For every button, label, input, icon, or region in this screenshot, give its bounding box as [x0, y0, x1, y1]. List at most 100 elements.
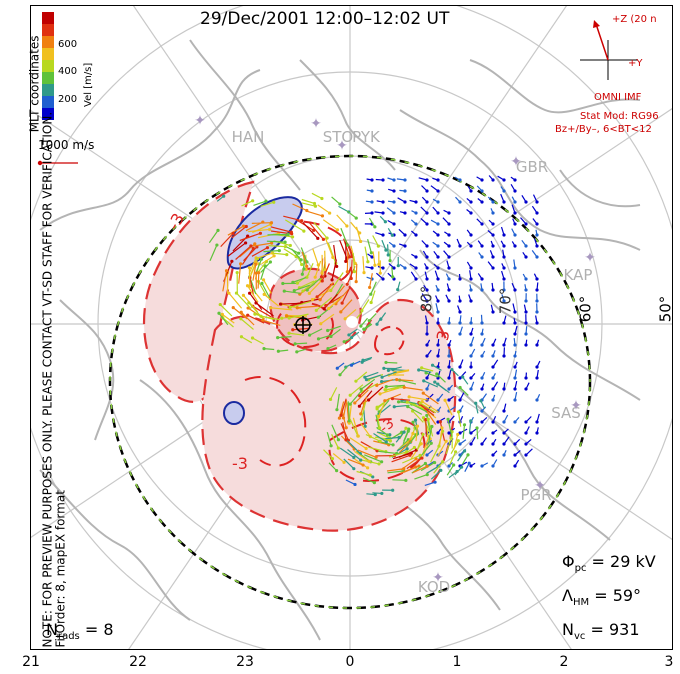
velocity-dot [235, 270, 239, 275]
velocity-dot [342, 460, 346, 464]
velocity-dot [216, 228, 220, 232]
velocity-dot [241, 293, 246, 297]
velocity-vector [263, 293, 279, 307]
colorbar-swatch [42, 60, 54, 72]
velocity-vector [436, 373, 446, 383]
velocity-dot [513, 442, 517, 446]
velocity-vector [448, 470, 458, 479]
velocity-dot [430, 424, 434, 429]
velocity-dot [362, 271, 366, 275]
velocity-vector [263, 348, 275, 351]
velocity-dot [238, 262, 243, 266]
velocity-dot [370, 200, 374, 204]
velocity-vector [395, 431, 405, 443]
velocity-dot [513, 453, 517, 457]
velocity-dot [336, 446, 340, 450]
velocity-vector [427, 426, 433, 445]
velocity-dot [535, 321, 539, 325]
colorbar-tick-600: 600 [58, 39, 77, 50]
velocity-dot [392, 178, 396, 182]
velocity-vector [373, 432, 387, 443]
velocity-vector [370, 281, 377, 295]
velocity-vector [475, 403, 479, 414]
velocity-dot [308, 333, 312, 337]
velocity-dot [330, 278, 334, 282]
velocity-vector [349, 437, 367, 450]
velocity-dot [322, 307, 326, 311]
velocity-dot [469, 365, 473, 369]
velocity-dot [241, 224, 246, 228]
velocity-dot [452, 463, 456, 467]
velocity-dot [502, 453, 506, 457]
velocity-vector [349, 390, 363, 405]
velocity-dot [535, 288, 539, 292]
velocity-vector [375, 414, 380, 429]
velocity-dot [381, 266, 385, 270]
velocity-vector [437, 383, 450, 394]
velocity-dot [403, 211, 407, 215]
velocity-vector [323, 449, 333, 460]
velocity-vector [327, 325, 341, 332]
velocity-vector [301, 251, 308, 267]
velocity-dot [425, 413, 429, 418]
velocity-dot [352, 455, 356, 460]
velocity-dot [347, 421, 351, 425]
velocity-dot [458, 385, 462, 390]
velocity-dot [447, 376, 451, 380]
velocity-vector [392, 479, 406, 481]
velocity-vector [360, 422, 371, 437]
velocity-dot [513, 398, 517, 402]
velocity-dot [439, 468, 443, 472]
velocity-dot [469, 266, 473, 270]
velocity-vector [324, 250, 327, 270]
velocity-dot [264, 199, 268, 203]
velocity-dot [524, 310, 528, 314]
velocity-vector [324, 237, 334, 258]
velocity-dot [251, 199, 255, 203]
velocity-vector [368, 446, 387, 453]
velocity-dot [354, 379, 358, 383]
velocity-dot [469, 354, 473, 358]
velocity-dot [302, 267, 306, 271]
velocity-dot [378, 392, 382, 396]
velocity-dot [535, 233, 539, 237]
velocity-dot [436, 277, 440, 281]
velocity-dot [418, 453, 422, 457]
velocity-dot [403, 266, 407, 270]
velocity-dot [513, 288, 517, 292]
velocity-vector [354, 389, 369, 404]
velocity-dot [316, 236, 320, 240]
velocity-dot [411, 420, 415, 424]
velocity-dot [458, 321, 462, 325]
velocity-dot [301, 289, 305, 293]
velocity-vector [331, 259, 337, 280]
velocity-dot [535, 365, 539, 369]
velocity-dot [535, 398, 539, 402]
velocity-vector [297, 305, 319, 309]
velocity-dot [436, 288, 440, 292]
velocity-dot [535, 420, 539, 424]
velocity-vector [328, 462, 338, 472]
velocity-dot [345, 270, 349, 274]
velocity-dot [342, 340, 346, 344]
velocity-dot [269, 221, 274, 225]
velocity-vector [412, 410, 424, 423]
velocity-dot [382, 366, 386, 370]
velocity-dot [305, 264, 309, 268]
velocity-dot [469, 387, 473, 391]
velocity-vector [415, 426, 419, 442]
velocity-vector [386, 384, 405, 388]
velocity-dot [425, 376, 429, 380]
velocity-vector [306, 277, 321, 291]
velocity-dot [513, 178, 517, 182]
velocity-dot [436, 354, 440, 358]
velocity-dot [337, 416, 342, 420]
velocity-vector [340, 299, 353, 313]
velocity-vector [208, 230, 219, 244]
velocity-dot [407, 395, 411, 399]
velocity-dot [315, 295, 319, 299]
velocity-dot [364, 378, 369, 382]
velocity-dot [535, 431, 539, 435]
velocity-dot [222, 194, 226, 198]
velocity-vector [425, 419, 427, 437]
